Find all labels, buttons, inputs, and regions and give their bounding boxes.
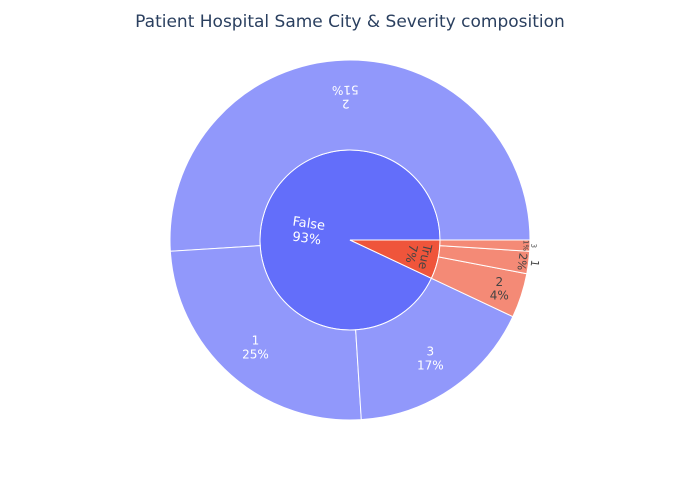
outer-label-false-1: 1 25% bbox=[242, 334, 269, 362]
outer-slice-false-3[interactable] bbox=[355, 277, 514, 421]
outer-label-true-2: 2 4% bbox=[490, 275, 509, 303]
chart-title: Patient Hospital Same City & Severity co… bbox=[135, 12, 565, 32]
outer-slice-false-1[interactable] bbox=[169, 245, 362, 421]
inner-label-true: True7% bbox=[402, 239, 435, 271]
outer-label-true-3: 31% bbox=[521, 240, 537, 252]
inner-label-false: False93% bbox=[289, 215, 325, 249]
outer-label-false-2: 251% bbox=[332, 83, 360, 112]
outer-label-true-1: 12% bbox=[514, 252, 542, 273]
outer-slice-false-2[interactable] bbox=[169, 59, 531, 252]
outer-slice-true-3[interactable] bbox=[439, 239, 531, 252]
outer-label-false-3: 3 17% bbox=[417, 345, 444, 373]
